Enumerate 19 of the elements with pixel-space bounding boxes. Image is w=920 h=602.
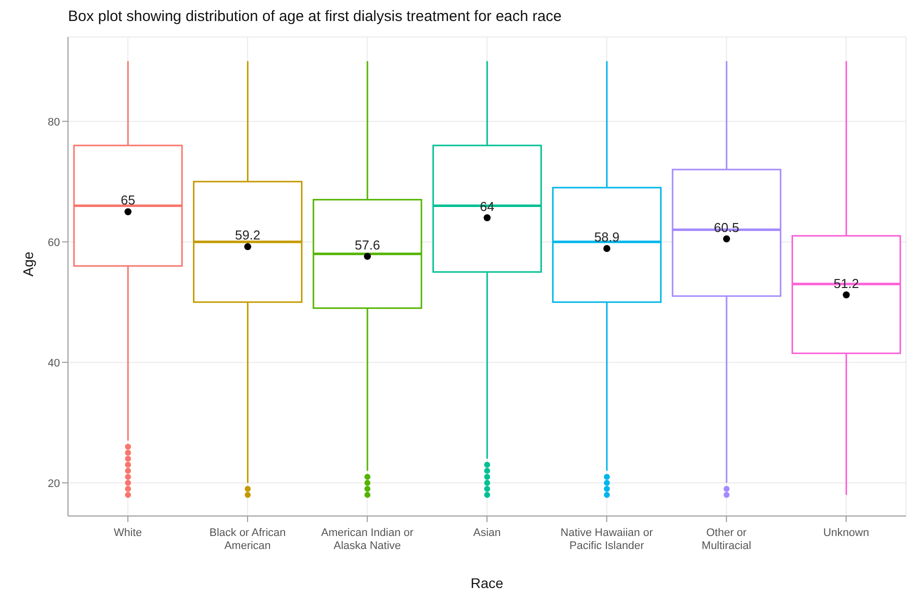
- y-tick-label: 60: [48, 236, 60, 249]
- y-tick-label: 40: [48, 357, 60, 370]
- x-tick-label: Other or Multiracial: [702, 527, 752, 552]
- y-tick-label: 80: [48, 116, 60, 128]
- x-axis-title: Race: [470, 575, 504, 591]
- chart-title: Box plot showing distribution of age at first dialysis treatment for each race: [68, 8, 562, 25]
- y-axis-title: Age: [20, 251, 36, 276]
- annotation: 57.6: [354, 237, 380, 252]
- annotation: 65: [120, 192, 136, 208]
- annotation: 60.5: [714, 220, 740, 235]
- y-tick-label: 20: [48, 478, 60, 490]
- x-tick-label: Unknown: [823, 527, 870, 539]
- annotation: 59.2: [235, 228, 260, 243]
- annotation: 58.9: [594, 229, 620, 244]
- x-tick-label: Asian: [473, 527, 501, 539]
- x-tick-label: Native Hawaiian or Pacific Islander: [560, 527, 654, 552]
- x-tick-label: Black or African American: [209, 527, 286, 552]
- x-tick-label: White: [114, 527, 142, 539]
- x-tick-label: American Indian or Alaska Native: [321, 527, 414, 552]
